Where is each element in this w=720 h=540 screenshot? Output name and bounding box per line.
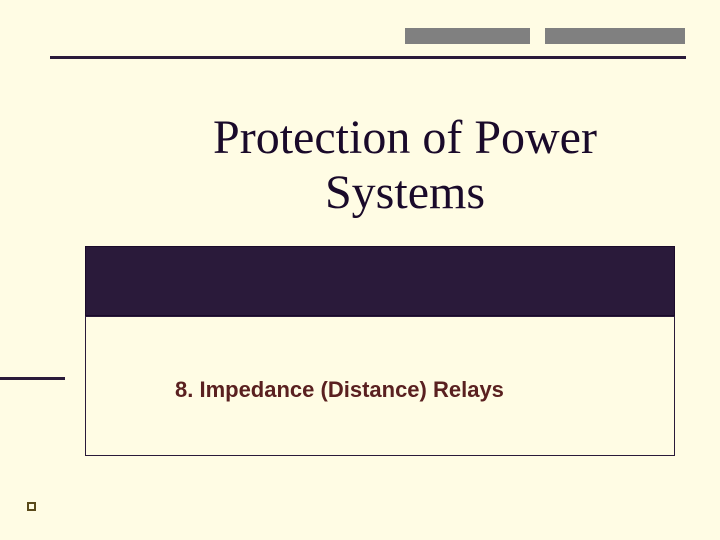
horizontal-rule-left <box>0 377 65 380</box>
title-line-2: Systems <box>325 166 485 219</box>
decorative-bar-1 <box>405 28 530 44</box>
slide-title: Protection of Power Systems <box>155 110 655 220</box>
horizontal-rule-top <box>50 56 686 59</box>
decorative-square-icon <box>27 502 36 511</box>
decorative-bar-2 <box>545 28 685 44</box>
title-line-1: Protection of Power <box>213 111 597 164</box>
slide-subtitle: 8. Impedance (Distance) Relays <box>175 377 504 403</box>
dark-accent-box <box>85 246 675 316</box>
